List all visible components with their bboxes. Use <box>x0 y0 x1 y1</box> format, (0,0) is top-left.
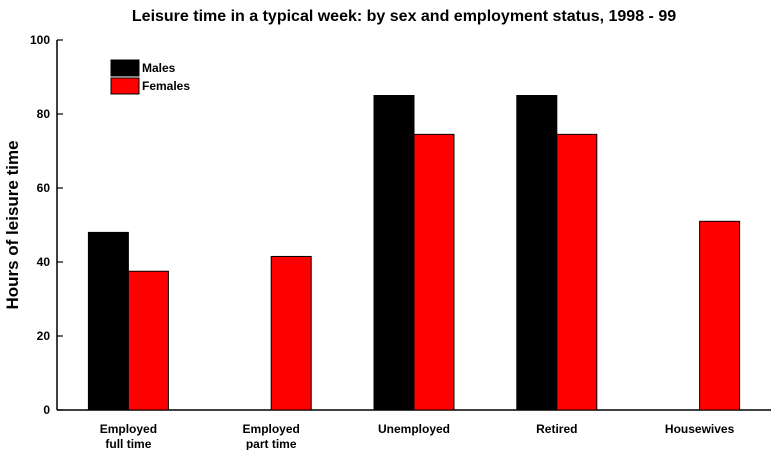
x-tick-label: Unemployed <box>378 422 450 436</box>
bar-females <box>127 270 169 411</box>
x-tick-label: Employed part time <box>243 422 300 450</box>
legend-swatch-females <box>110 77 140 95</box>
bar-females <box>556 133 598 411</box>
y-tick-label: 0 <box>43 403 50 417</box>
x-tick-label: Retired <box>536 422 577 436</box>
legend-label-females: Females <box>142 79 190 93</box>
plot-area: 0 20 40 60 80 100 Employed full time Employed par… <box>30 33 771 451</box>
bar-females <box>413 133 455 411</box>
bar-females <box>699 220 741 411</box>
bar-males <box>516 95 558 411</box>
y-axis-label: Hours of leisure time <box>3 140 22 309</box>
x-tick-label: Employed full time <box>100 422 157 450</box>
legend-label-males: Males <box>142 61 176 75</box>
y-tick-label: 60 <box>37 181 51 195</box>
bar-females <box>270 255 312 411</box>
y-tick-label: 100 <box>30 33 50 47</box>
bar-males <box>87 231 129 411</box>
chart-title: Leisure time in a typical week: by sex a… <box>132 8 676 25</box>
legend-swatch-males <box>110 59 140 77</box>
y-tick-label: 80 <box>37 107 51 121</box>
y-tick-label: 20 <box>37 329 51 343</box>
bar-males <box>373 95 415 411</box>
x-tick-label: Housewives <box>665 422 735 436</box>
y-tick-label: 40 <box>37 255 51 269</box>
